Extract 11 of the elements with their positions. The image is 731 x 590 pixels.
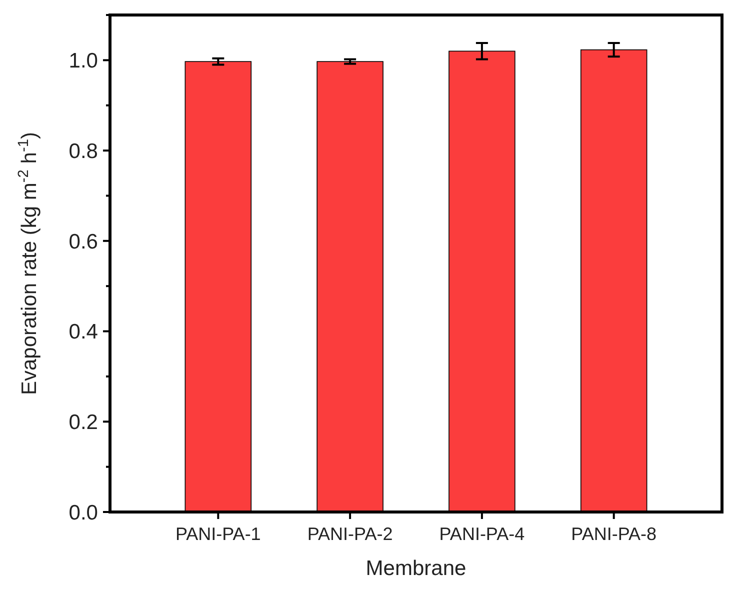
x-tick-label: PANI-PA-2 — [307, 524, 393, 544]
y-tick-label: 1.0 — [68, 50, 98, 73]
x-tick-label: PANI-PA-4 — [439, 524, 525, 544]
x-axis-title: Membrane — [366, 557, 466, 580]
y-tick-label: 0.6 — [68, 230, 98, 254]
y-tick-label: 0.4 — [68, 320, 98, 344]
y-tick-label: 0.8 — [68, 140, 98, 163]
y-tick-label: 0.0 — [68, 501, 98, 524]
x-tick-label: PANI-PA-8 — [571, 524, 657, 544]
y-tick-label: 0.2 — [68, 410, 98, 434]
x-tick-label: PANI-PA-1 — [175, 524, 261, 544]
